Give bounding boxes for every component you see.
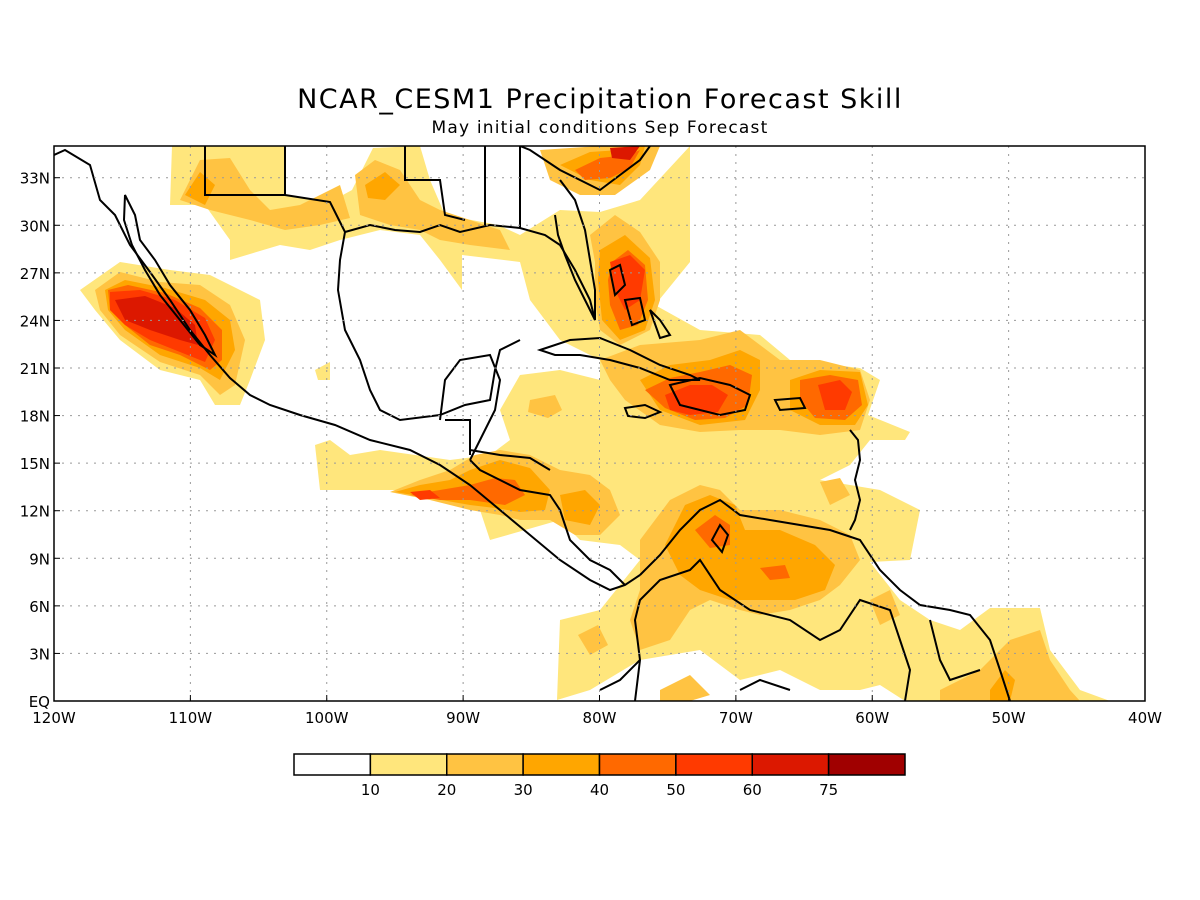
lon-tick-label: 100W	[305, 709, 349, 727]
lat-tick-label: 3N	[29, 645, 50, 663]
lat-tick-labels: EQ 3N 6N 9N 12N 15N 18N 21N 24N 27N 30N 33N	[20, 170, 60, 711]
colorbar-label: 30	[514, 781, 533, 799]
lat-tick-label: 9N	[29, 550, 50, 568]
lat-tick-label: 21N	[20, 360, 50, 378]
lon-tick-label: 50W	[992, 709, 1026, 727]
colorbar-swatch	[598, 753, 677, 776]
lat-tick-label: 12N	[20, 503, 50, 521]
lon-tick-label: 110W	[169, 709, 213, 727]
colorbar-swatch	[751, 753, 830, 776]
map-frame	[53, 145, 1146, 702]
lon-tick-label: 60W	[855, 709, 889, 727]
lon-tick-label: 80W	[583, 709, 617, 727]
lon-tick-label: 120W	[32, 709, 76, 727]
map-title: NCAR_CESM1 Precipitation Forecast Skill	[297, 84, 903, 115]
skill-shading	[80, 146, 1110, 701]
colorbar-label: 20	[437, 781, 456, 799]
lat-tick-label: 33N	[20, 170, 50, 188]
colorbar-label: 50	[666, 781, 685, 799]
colorbar-swatch	[446, 753, 524, 776]
lon-tick-label: 40W	[1128, 709, 1162, 727]
lon-tick-label: 90W	[446, 709, 480, 727]
lon-tick-label: 70W	[719, 709, 753, 727]
colorbar-swatch	[675, 753, 753, 776]
coastlines	[54, 146, 1011, 701]
map-subtitle: May initial conditions Sep Forecast	[431, 118, 769, 138]
lon-tick-labels: 120W 110W 100W 90W 80W 70W 60W 50W 40W	[32, 695, 1162, 727]
lat-tick-label: 18N	[20, 408, 50, 426]
colorbar-label: 10	[361, 781, 380, 799]
lat-tick-label: 27N	[20, 265, 50, 283]
colorbar-label: 75	[819, 781, 838, 799]
lat-tick-label: 15N	[20, 455, 50, 473]
colorbar-swatch	[827, 753, 906, 776]
grid-lines	[54, 146, 1145, 701]
colorbar-label: 40	[590, 781, 609, 799]
colorbar-label: 60	[743, 781, 762, 799]
lat-tick-label: 24N	[20, 312, 50, 330]
lat-tick-label: 30N	[20, 217, 50, 235]
colorbar-swatch	[293, 753, 372, 776]
colorbar-swatch	[522, 753, 601, 776]
colorbar: 10 20 30 40 50 60 75	[293, 753, 906, 799]
lat-tick-label: EQ	[29, 693, 50, 711]
lat-tick-label: 6N	[29, 598, 50, 616]
colorbar-swatch	[369, 753, 448, 776]
